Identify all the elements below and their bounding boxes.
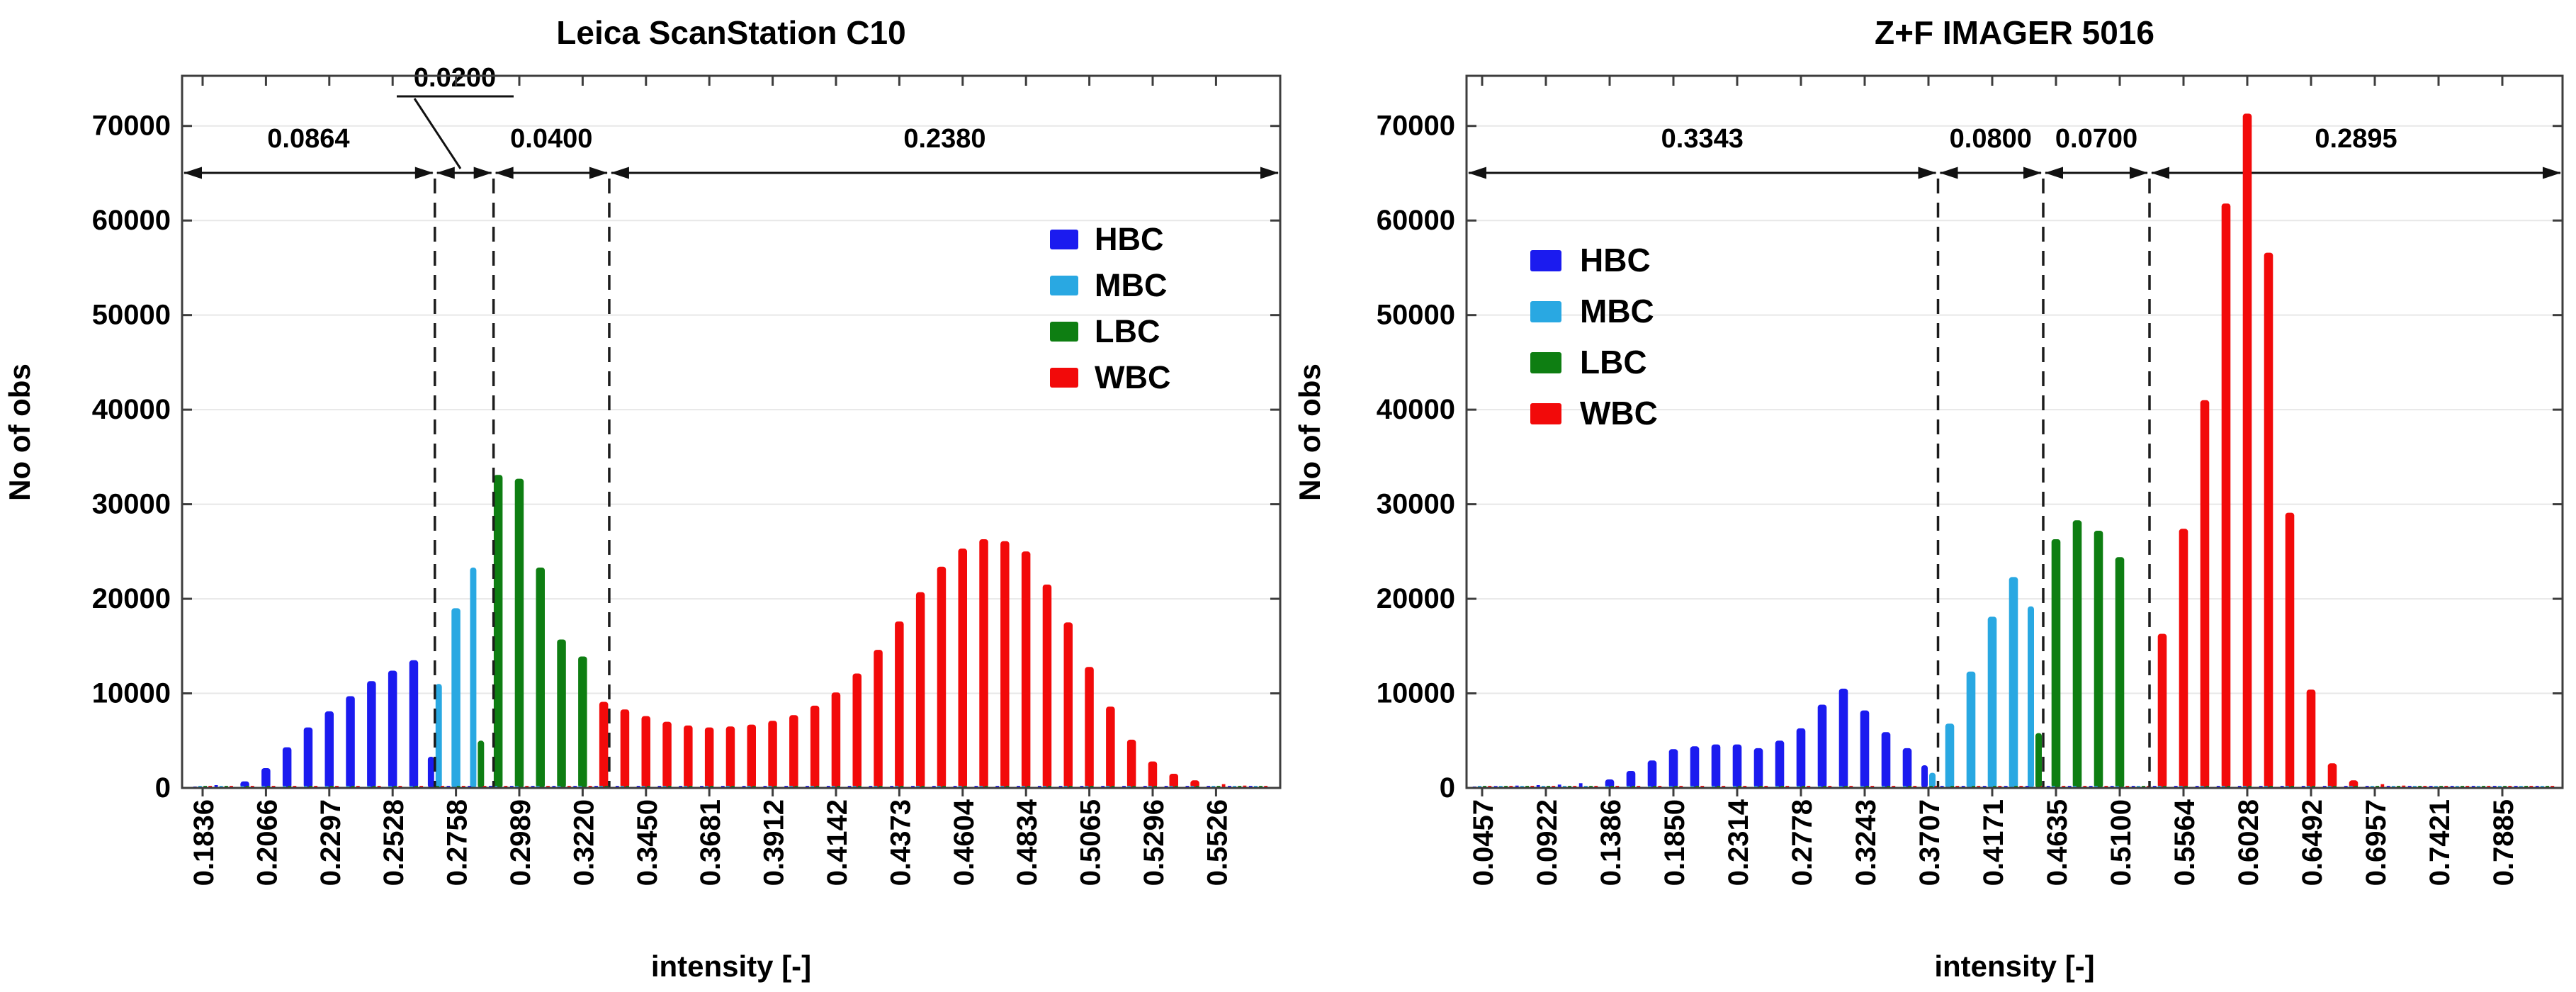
svg-text:0.0457: 0.0457 bbox=[1468, 799, 1499, 886]
svg-text:0.4373: 0.4373 bbox=[885, 799, 916, 886]
svg-text:0.6957: 0.6957 bbox=[2361, 799, 2392, 886]
svg-text:0.3450: 0.3450 bbox=[632, 799, 663, 886]
svg-text:50000: 50000 bbox=[1377, 300, 1455, 331]
svg-text:70000: 70000 bbox=[1377, 111, 1455, 142]
chart-title: Leica ScanStation C10 bbox=[556, 14, 905, 51]
legend: HBC MBC LBC WBC bbox=[1050, 221, 1170, 395]
svg-text:10000: 10000 bbox=[92, 678, 171, 709]
svg-text:0.3243: 0.3243 bbox=[1851, 799, 1882, 886]
svg-text:0.2066: 0.2066 bbox=[252, 799, 283, 886]
dashed-boundaries bbox=[434, 179, 611, 788]
range-label: 0.0700 bbox=[2055, 124, 2137, 154]
range-label: 0.0864 bbox=[267, 124, 349, 154]
svg-text:0.2778: 0.2778 bbox=[1787, 799, 1818, 886]
svg-text:20000: 20000 bbox=[92, 583, 171, 614]
svg-text:0.5296: 0.5296 bbox=[1139, 799, 1170, 886]
y-gridlines bbox=[182, 125, 1280, 694]
legend-label-lbc: LBC bbox=[1095, 313, 1160, 349]
y-axis-labels: 0 10000 20000 30000 40000 50000 60000 70000 bbox=[1377, 111, 2563, 804]
svg-text:20000: 20000 bbox=[1377, 583, 1455, 614]
y-axis-labels: 0 10000 20000 30000 40000 50000 60000 70000 bbox=[92, 111, 1280, 804]
svg-text:0.5100: 0.5100 bbox=[2106, 799, 2137, 886]
range-annotations: 0.3343 0.0800 0.0700 0.2895 bbox=[1468, 124, 2561, 179]
svg-text:0.3707: 0.3707 bbox=[1914, 799, 1945, 886]
bars bbox=[193, 475, 1268, 788]
x-axis-title: intensity [-] bbox=[1934, 949, 2094, 983]
svg-text:0.2989: 0.2989 bbox=[505, 799, 536, 886]
range-label: 0.2895 bbox=[2315, 124, 2397, 154]
svg-text:30000: 30000 bbox=[1377, 489, 1455, 520]
svg-text:60000: 60000 bbox=[92, 205, 171, 236]
svg-text:70000: 70000 bbox=[92, 111, 171, 142]
legend-swatch-mbc bbox=[1530, 301, 1561, 322]
dashed-boundaries bbox=[1936, 179, 2151, 788]
svg-text:0.2528: 0.2528 bbox=[378, 799, 409, 886]
chart-leica-scanstation-c10: 0.0864 0.0200 0.0400 0.2380 0 10000 20000 30000… bbox=[3, 14, 1282, 983]
legend-swatch-hbc bbox=[1050, 230, 1078, 249]
svg-text:50000: 50000 bbox=[92, 300, 171, 331]
svg-text:0.4604: 0.4604 bbox=[949, 799, 980, 886]
svg-text:0.3220: 0.3220 bbox=[568, 799, 599, 886]
chart-title: Z+F IMAGER 5016 bbox=[1875, 14, 2154, 51]
x-axis-title: intensity [-] bbox=[651, 949, 811, 983]
svg-text:0.2297: 0.2297 bbox=[315, 799, 346, 886]
svg-text:0.5526: 0.5526 bbox=[1202, 799, 1233, 886]
svg-text:0.0922: 0.0922 bbox=[1532, 799, 1563, 886]
svg-text:0.3912: 0.3912 bbox=[759, 799, 790, 886]
range-annotations: 0.0864 0.0200 0.0400 0.2380 bbox=[183, 63, 1279, 179]
svg-text:0.1850: 0.1850 bbox=[1659, 799, 1690, 886]
legend-swatch-lbc bbox=[1530, 352, 1561, 373]
svg-text:0.6492: 0.6492 bbox=[2297, 799, 2328, 886]
chart-z-f-imager-5016: 0.3343 0.0800 0.0700 0.2895 0 10000 20000 30000… bbox=[1293, 14, 2564, 983]
legend-label-wbc: WBC bbox=[1095, 359, 1170, 395]
legend-label-mbc: MBC bbox=[1095, 267, 1167, 303]
svg-text:0.5065: 0.5065 bbox=[1075, 799, 1107, 886]
x-axis-labels: 0.0457 0.0922 0.1386 0.1850 0.2314 0.2778 0.32… bbox=[1468, 76, 2519, 886]
svg-text:0.4142: 0.4142 bbox=[822, 799, 853, 886]
legend-swatch-wbc bbox=[1050, 368, 1078, 388]
legend-label-wbc: WBC bbox=[1580, 395, 1658, 432]
svg-text:0.2314: 0.2314 bbox=[1723, 799, 1754, 886]
svg-text:0.4635: 0.4635 bbox=[2042, 799, 2073, 886]
svg-text:40000: 40000 bbox=[1377, 394, 1455, 425]
svg-text:0.4834: 0.4834 bbox=[1012, 799, 1043, 886]
legend: HBC MBC LBC WBC bbox=[1530, 242, 1658, 432]
svg-text:0: 0 bbox=[1440, 772, 1455, 804]
svg-text:0.5564: 0.5564 bbox=[2169, 799, 2201, 886]
svg-text:0.1386: 0.1386 bbox=[1595, 799, 1627, 886]
svg-text:30000: 30000 bbox=[92, 489, 171, 520]
legend-swatch-hbc bbox=[1530, 250, 1561, 271]
svg-text:0.6028: 0.6028 bbox=[2233, 799, 2264, 886]
y-axis-title: No of obs bbox=[3, 363, 36, 501]
range-label: 0.2380 bbox=[903, 124, 985, 154]
plot-frame bbox=[1465, 74, 2564, 789]
range-label-elevated: 0.0200 bbox=[414, 63, 496, 93]
legend-label-hbc: HBC bbox=[1095, 221, 1164, 257]
legend-swatch-wbc bbox=[1530, 403, 1561, 424]
svg-text:0.3681: 0.3681 bbox=[695, 799, 726, 886]
svg-text:0.2758: 0.2758 bbox=[442, 799, 473, 886]
svg-text:10000: 10000 bbox=[1377, 678, 1455, 709]
svg-text:0.7421: 0.7421 bbox=[2424, 799, 2456, 886]
legend-label-lbc: LBC bbox=[1580, 344, 1647, 381]
legend-swatch-lbc bbox=[1050, 322, 1078, 342]
bars bbox=[1472, 113, 2555, 789]
y-axis-title: No of obs bbox=[1293, 363, 1326, 501]
legend-label-mbc: MBC bbox=[1580, 293, 1654, 329]
svg-text:0.4171: 0.4171 bbox=[1978, 799, 2009, 886]
svg-text:0.7885: 0.7885 bbox=[2488, 799, 2519, 886]
x-axis-labels: 0.1836 0.2066 0.2297 0.2528 0.2758 0.2989 0.32… bbox=[188, 76, 1233, 886]
svg-text:0: 0 bbox=[155, 772, 171, 804]
svg-text:0.1836: 0.1836 bbox=[188, 799, 220, 886]
range-label: 0.3343 bbox=[1661, 124, 1744, 154]
legend-swatch-mbc bbox=[1050, 276, 1078, 295]
svg-text:60000: 60000 bbox=[1377, 205, 1455, 236]
range-label: 0.0800 bbox=[1950, 124, 2032, 154]
range-label: 0.0400 bbox=[510, 124, 592, 154]
legend-label-hbc: HBC bbox=[1580, 242, 1651, 278]
plot-frame bbox=[181, 74, 1282, 789]
svg-text:40000: 40000 bbox=[92, 394, 171, 425]
